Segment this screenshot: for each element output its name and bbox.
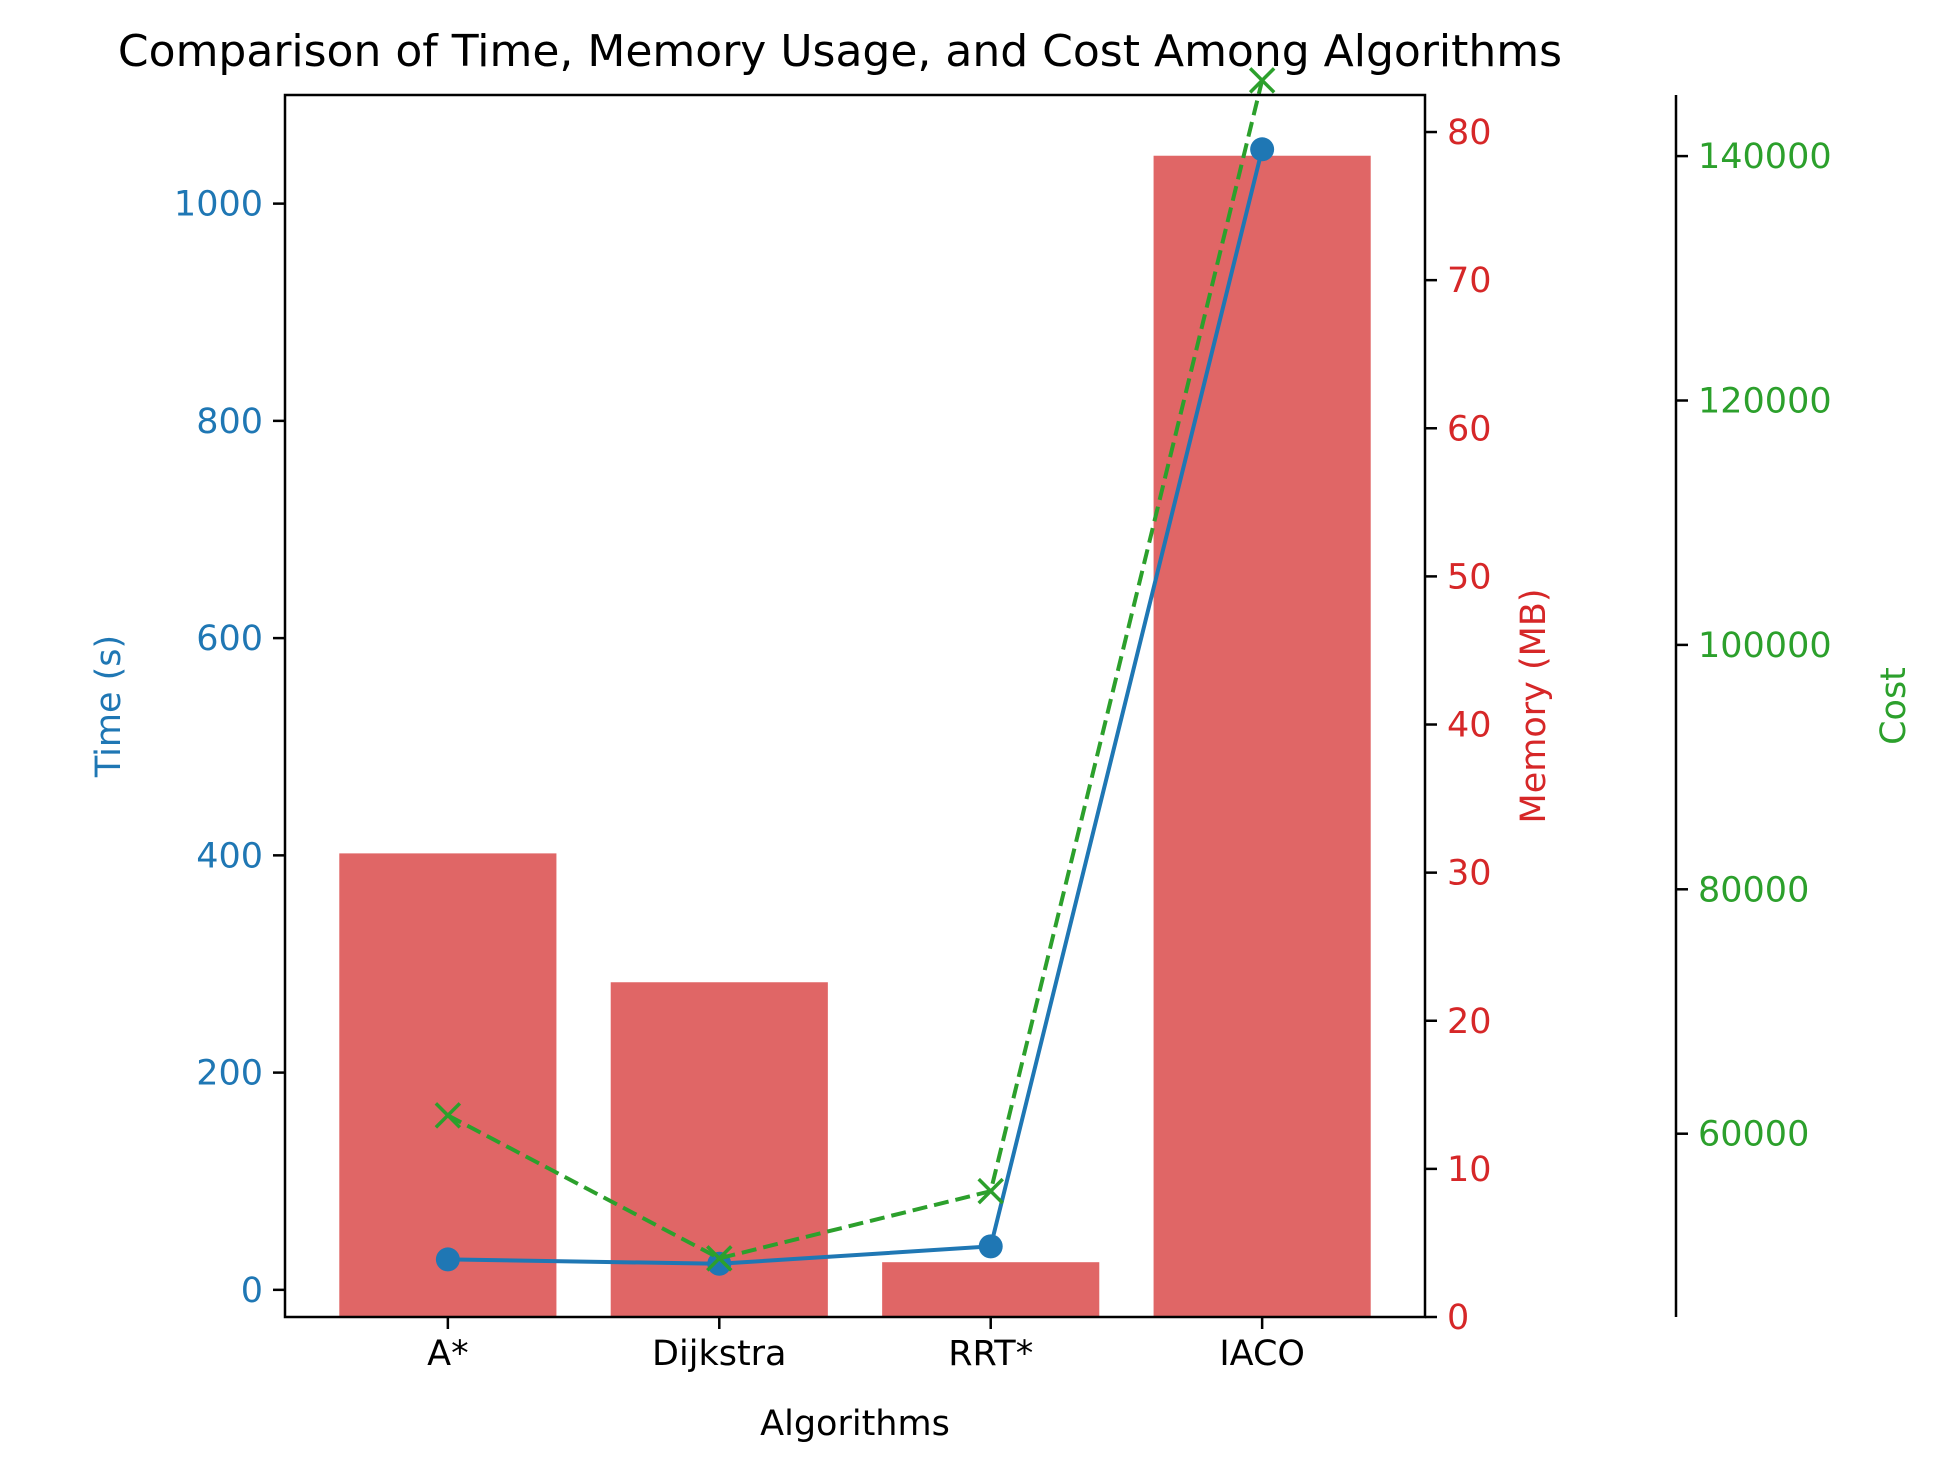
memory-bar [1153, 155, 1371, 1317]
x-tick-label: IACO [1219, 1334, 1305, 1374]
memory-axis-label: Memory (MB) [1514, 589, 1554, 824]
plot-frame [283, 93, 1427, 1319]
cost-marker-stroke [1248, 67, 1276, 94]
axes-layer: A* Dijkstra RRT* IACO 0 200 400 600 800 1000 0 10 20… [174, 93, 1832, 1374]
cost-marker-stroke [706, 1245, 733, 1272]
memory-tick-label: 30 [1447, 854, 1492, 894]
cost-point [977, 1177, 1004, 1205]
x-tick-label: A* [427, 1334, 468, 1374]
cost-line [446, 79, 1265, 1261]
cost-tick-label: 60000 [1698, 1115, 1809, 1155]
time-tick-label: 1000 [174, 185, 263, 225]
time-tick-label: 800 [196, 402, 263, 442]
cost-point [706, 1245, 733, 1272]
time-tick-label: 0 [241, 1271, 263, 1311]
cost-tick-label: 80000 [1698, 870, 1809, 910]
time-tick-label: 400 [196, 836, 263, 876]
time-point [1250, 137, 1275, 162]
time-tick-label: 600 [196, 619, 263, 659]
memory-tick-label: 60 [1447, 409, 1492, 449]
cost-marker-stroke [434, 1102, 462, 1129]
memory-tick-label: 80 [1447, 113, 1492, 153]
x-axis-label: Algorithms [760, 1404, 950, 1444]
x-tick-label: RRT* [948, 1334, 1033, 1374]
cost-tick-label: 100000 [1698, 626, 1832, 666]
memory-tick-label: 50 [1447, 557, 1492, 597]
cost-tick-label: 120000 [1698, 382, 1832, 422]
cost-point [1248, 67, 1276, 94]
memory-bar [339, 853, 557, 1317]
x-tick-label: Dijkstra [652, 1334, 786, 1374]
time-tick-label: 200 [196, 1054, 263, 1094]
cost-axis-label: Cost [1874, 667, 1914, 745]
time-point [435, 1247, 460, 1272]
cost-marker-stroke [977, 1177, 1004, 1205]
memory-tick-label: 40 [1447, 706, 1492, 746]
time-point [978, 1234, 1003, 1259]
chart-title: Comparison of Time, Memory Usage, and Co… [118, 26, 1562, 77]
memory-tick-label: 70 [1447, 261, 1492, 301]
memory-tick-label: 0 [1447, 1298, 1469, 1338]
lines-layer [434, 67, 1276, 1276]
memory-bar [882, 1262, 1100, 1317]
cost-tick-label: 140000 [1698, 137, 1832, 177]
time-line [447, 148, 1265, 1266]
memory-tick-label: 20 [1447, 1002, 1492, 1042]
cost-point [434, 1102, 462, 1129]
time-axis-label: Time (s) [89, 635, 129, 778]
memory-tick-label: 10 [1447, 1150, 1492, 1190]
bars-layer [339, 155, 1371, 1317]
